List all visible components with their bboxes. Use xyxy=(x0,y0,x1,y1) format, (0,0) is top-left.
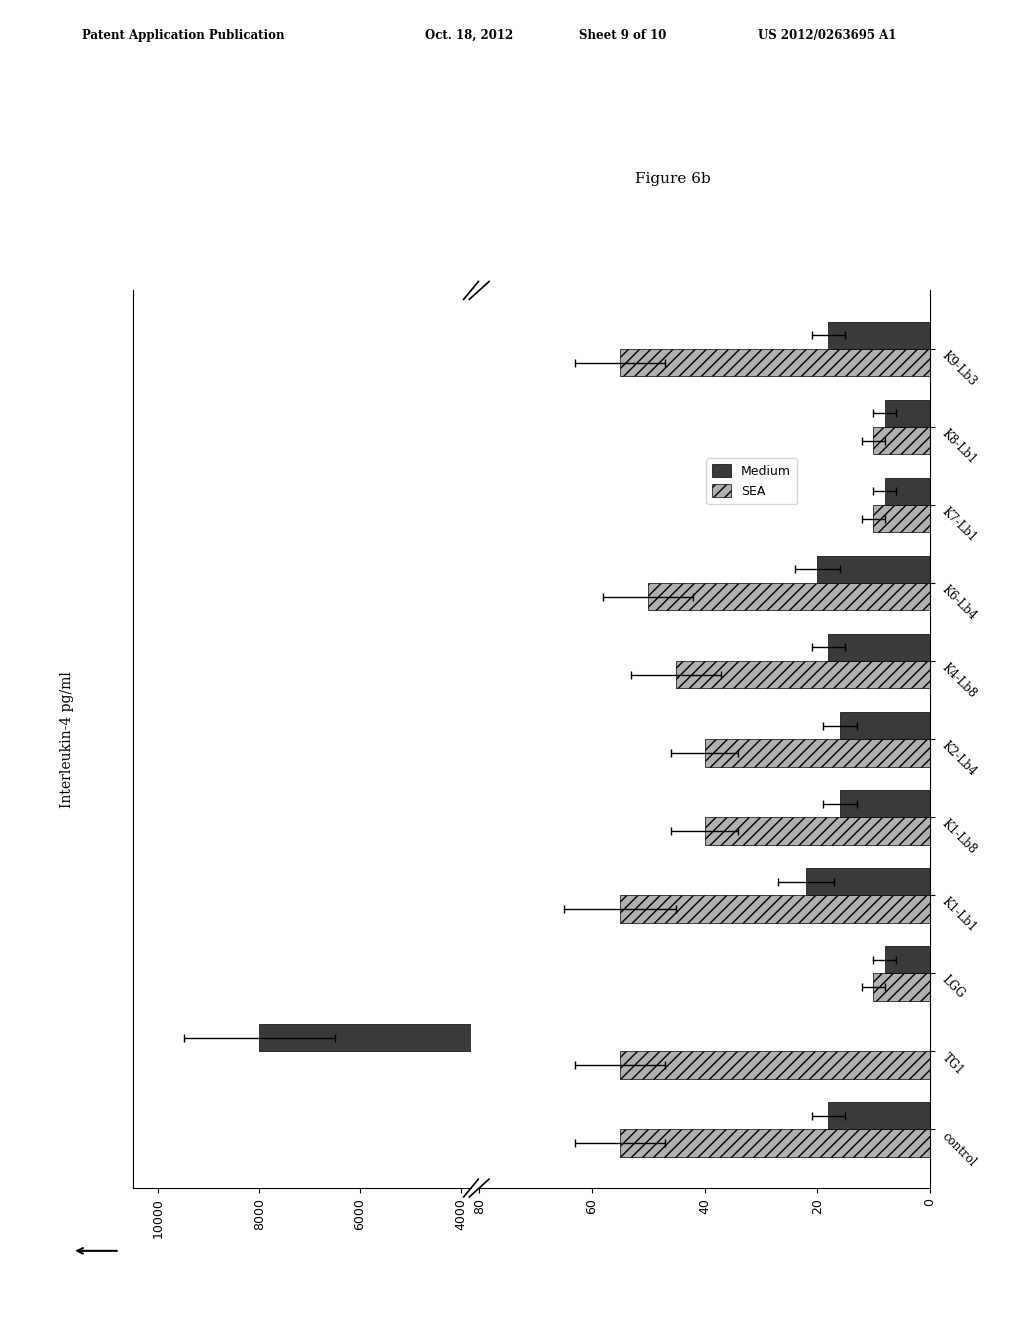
Bar xyxy=(885,946,930,973)
Bar xyxy=(828,1102,930,1130)
Text: Oct. 18, 2012: Oct. 18, 2012 xyxy=(425,29,513,42)
Legend: Medium, SEA: Medium, SEA xyxy=(707,458,798,504)
Bar xyxy=(676,661,930,689)
Text: Interleukin-4 pg/ml: Interleukin-4 pg/ml xyxy=(59,671,74,808)
Bar xyxy=(885,400,930,426)
Bar xyxy=(873,973,930,1001)
Bar xyxy=(620,1130,930,1156)
Bar xyxy=(873,426,930,454)
Bar xyxy=(620,1052,930,1078)
Bar xyxy=(620,348,930,376)
Bar xyxy=(620,895,930,923)
Bar xyxy=(817,556,930,583)
Bar xyxy=(259,1024,663,1052)
Text: Figure 6b: Figure 6b xyxy=(635,172,711,186)
Bar xyxy=(873,506,930,532)
Bar xyxy=(705,817,930,845)
Text: US 2012/0263695 A1: US 2012/0263695 A1 xyxy=(758,29,896,42)
Bar xyxy=(828,322,930,348)
Bar xyxy=(705,739,930,767)
Bar xyxy=(885,478,930,506)
Bar xyxy=(840,789,930,817)
Bar xyxy=(840,711,930,739)
Bar xyxy=(648,583,930,610)
Text: Patent Application Publication: Patent Application Publication xyxy=(82,29,285,42)
Bar xyxy=(806,869,930,895)
Text: Sheet 9 of 10: Sheet 9 of 10 xyxy=(579,29,666,42)
Bar xyxy=(828,634,930,661)
